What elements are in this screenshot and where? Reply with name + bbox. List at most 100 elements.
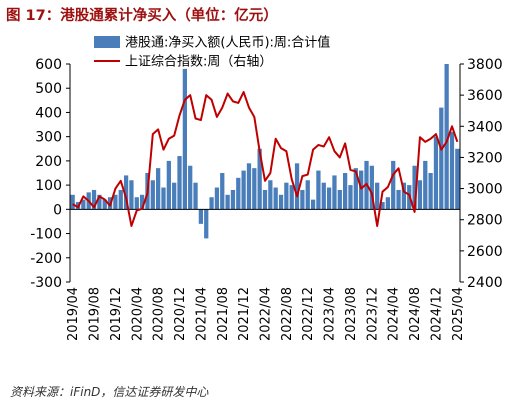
- left-tick-label: 100: [35, 178, 62, 194]
- bar: [359, 170, 364, 210]
- right-tick-label: 2800: [467, 213, 503, 229]
- bar: [294, 163, 300, 210]
- bar: [177, 156, 182, 210]
- left-tick-label: -100: [30, 227, 62, 243]
- bar: [161, 187, 166, 210]
- bar: [209, 197, 214, 210]
- chart: 港股通:净买入额(人民币):周:合计值 上证综合指数:周（右轴） 600 500 4…: [30, 35, 503, 342]
- x-tick-label: 2022/12: [301, 287, 316, 341]
- left-tick-label: 300: [35, 130, 62, 146]
- bar: [113, 194, 118, 210]
- bar: [305, 180, 310, 210]
- right-tick-label: 3800: [467, 57, 503, 73]
- bar: [81, 199, 86, 210]
- right-tick-label: 3000: [467, 182, 503, 198]
- bar: [343, 173, 348, 210]
- bar: [268, 180, 273, 210]
- x-tick-label: 2022/04: [259, 287, 274, 341]
- bar: [102, 199, 107, 210]
- x-tick-label: 2020/12: [173, 287, 188, 341]
- legend: 港股通:净买入额(人民币):周:合计值 上证综合指数:周（右轴）: [94, 35, 330, 70]
- left-tick-label: 200: [35, 154, 62, 170]
- bar: [428, 173, 433, 210]
- bar: [401, 182, 407, 210]
- bar: [70, 194, 75, 210]
- source-note: 资料来源：iFinD，信达证券研发中心: [10, 385, 209, 399]
- x-tick-label: 2025/04: [451, 287, 466, 341]
- bar: [198, 209, 204, 224]
- bar: [188, 165, 193, 210]
- x-tick-label: 2023/04: [323, 287, 338, 341]
- x-tick-label: 2023/12: [365, 287, 380, 341]
- x-tick-label: 2021/08: [216, 287, 231, 341]
- x-axis-ticks: 2019/04 2019/08 2019/12 2020/04 2020/08 2020/…: [66, 287, 466, 341]
- bar: [156, 168, 161, 210]
- bar: [348, 185, 353, 210]
- bar: [230, 189, 236, 210]
- bar: [332, 175, 337, 210]
- bar: [97, 194, 102, 210]
- index-line: [72, 91, 459, 227]
- bar: [316, 170, 321, 210]
- bar: [204, 209, 209, 239]
- bar: [321, 182, 326, 210]
- bar: [300, 189, 305, 210]
- bar: [444, 64, 449, 210]
- x-tick-label: 2019/04: [66, 287, 81, 341]
- bar: [262, 189, 268, 210]
- bar: [455, 148, 460, 210]
- bar: [369, 165, 374, 210]
- legend-bar-swatch: [94, 36, 120, 48]
- left-axis-ticks: 600 500 400 300 200 100 0 -100 -200 -300: [30, 57, 70, 291]
- x-tick-label: 2023/08: [344, 287, 359, 341]
- right-tick-label: 3200: [467, 150, 503, 166]
- legend-line-label: 上证综合指数:周（右轴）: [125, 55, 272, 70]
- bar: [375, 182, 380, 210]
- bar: [193, 182, 198, 210]
- bar: [326, 187, 332, 210]
- bar: [241, 170, 246, 210]
- bar: [150, 180, 155, 210]
- left-tick-label: 0: [53, 202, 62, 218]
- bar: [246, 163, 252, 210]
- bar: [220, 173, 225, 210]
- bar: [278, 194, 284, 210]
- bar: [172, 182, 177, 210]
- right-tick-label: 2400: [467, 275, 503, 291]
- bar: [273, 187, 278, 210]
- bar: [166, 160, 171, 210]
- x-tick-label: 2024/12: [429, 287, 444, 341]
- x-tick-label: 2024/04: [387, 287, 402, 341]
- x-tick-label: 2019/08: [88, 287, 103, 341]
- bar: [353, 168, 358, 210]
- bar: [423, 160, 428, 210]
- bar: [433, 136, 439, 210]
- right-tick-label: 3400: [467, 119, 503, 135]
- bar: [214, 187, 220, 210]
- right-tick-label: 3600: [467, 88, 503, 104]
- x-tick-label: 2021/12: [237, 287, 252, 341]
- x-tick-label: 2020/04: [130, 287, 145, 341]
- left-tick-label: 400: [35, 105, 62, 121]
- x-tick-label: 2019/12: [109, 287, 124, 341]
- x-tick-label: 2022/08: [280, 287, 295, 341]
- bar: [129, 180, 134, 210]
- bar: [252, 168, 257, 210]
- bar: [139, 194, 145, 210]
- bar: [337, 189, 342, 210]
- bar: [396, 189, 401, 210]
- legend-bar-label: 港股通:净买入额(人民币):周:合计值: [125, 35, 330, 51]
- x-tick-label: 2021/04: [194, 287, 209, 341]
- left-tick-label: 600: [35, 57, 62, 73]
- line-series: [72, 91, 459, 227]
- figure-title: 图 17：港股通累计净买入（单位：亿元）: [6, 8, 278, 24]
- bar: [380, 202, 385, 210]
- bar: [225, 194, 230, 210]
- left-tick-label: -300: [30, 275, 62, 291]
- bar: [236, 177, 241, 210]
- bar: [91, 189, 97, 210]
- right-axis-ticks: 3800 3600 3400 3200 3000 2800 2600 2400: [460, 57, 503, 291]
- bar: [257, 148, 262, 210]
- bar: [391, 160, 396, 210]
